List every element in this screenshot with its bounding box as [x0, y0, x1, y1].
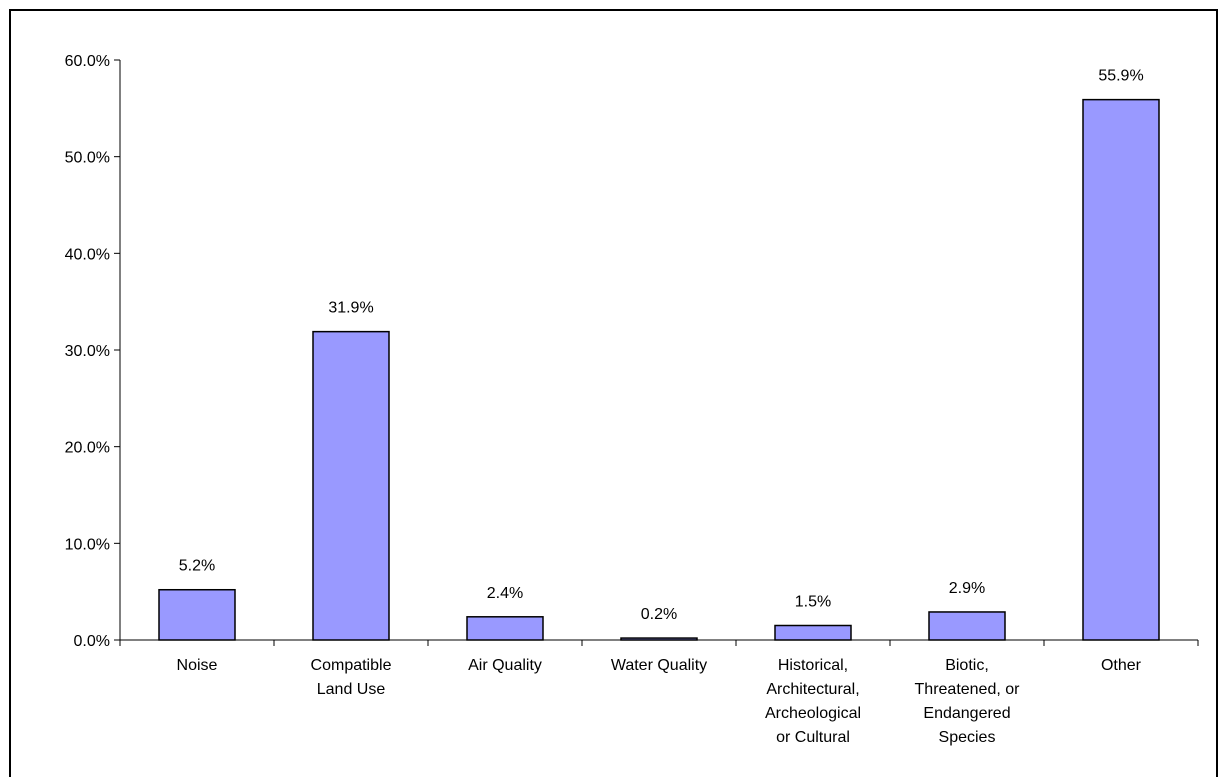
bar-chart: 0.0% 10.0% 20.0% 30.0% 40.0% 50.0% 60.0% 5.2% No…	[65, 53, 1199, 746]
bar	[928, 611, 1006, 641]
data-label: 0.2%	[641, 606, 677, 623]
bar	[312, 330, 390, 641]
y-tick-label: 40.0%	[65, 246, 110, 263]
y-tick-label: 10.0%	[65, 536, 110, 553]
bar	[620, 637, 698, 641]
data-label: 31.9%	[328, 300, 373, 317]
chart-frame: 0.0% 10.0% 20.0% 30.0% 40.0% 50.0% 60.0% 5.2% No…	[9, 9, 1218, 777]
bar	[158, 588, 236, 641]
bar	[1082, 98, 1160, 641]
category-label: Compatible Land Use	[311, 657, 392, 698]
category-label: Biotic, Threatened, or Endangered Species	[915, 657, 1021, 746]
y-tick-label: 20.0%	[65, 440, 110, 457]
bars	[158, 98, 1160, 641]
bar	[466, 616, 544, 641]
y-tick-label: 50.0%	[65, 150, 110, 167]
bar	[774, 624, 852, 641]
y-tick-label: 0.0%	[74, 633, 110, 650]
data-label: 2.9%	[949, 580, 985, 597]
labels: 0.0% 10.0% 20.0% 30.0% 40.0% 50.0% 60.0% 5.2% No…	[65, 53, 1144, 746]
category-label: Historical, Architectural, Archeological or…	[765, 657, 861, 746]
data-label: 2.4%	[487, 585, 523, 602]
category-label: Other	[1101, 657, 1142, 674]
data-label: 55.9%	[1098, 68, 1143, 85]
category-label: Air Quality	[468, 657, 542, 674]
y-tick-label: 30.0%	[65, 343, 110, 360]
category-label: Water Quality	[611, 657, 707, 674]
axes	[114, 59, 1199, 646]
category-label: Noise	[177, 657, 218, 674]
data-label: 1.5%	[795, 594, 831, 611]
data-label: 5.2%	[179, 558, 215, 575]
y-tick-label: 60.0%	[65, 53, 110, 70]
